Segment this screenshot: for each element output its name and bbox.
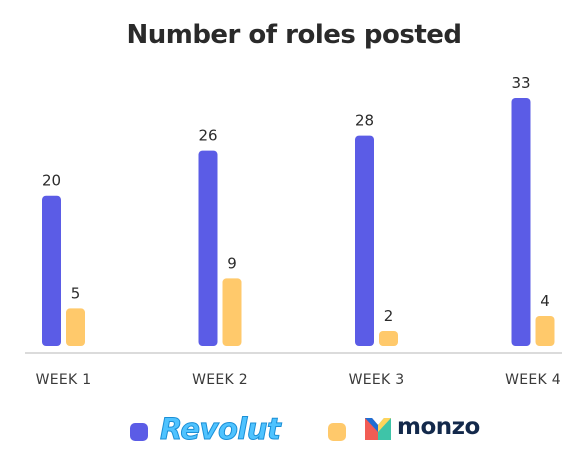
legend: Revolut monzo xyxy=(0,410,588,454)
data-label-monzo-4: 4 xyxy=(540,292,550,310)
data-label-monzo-2: 9 xyxy=(227,254,237,272)
bar-monzo-1 xyxy=(66,308,85,346)
bar-revolut-4 xyxy=(511,98,531,346)
data-label-monzo-3: 2 xyxy=(384,307,394,325)
bar-revolut-3 xyxy=(355,135,374,346)
x-tick-label-3: WEEK 3 xyxy=(349,372,405,388)
revolut-logo: Revolut xyxy=(159,412,281,447)
bar-monzo-4 xyxy=(535,315,555,346)
data-label-monzo-1: 5 xyxy=(71,284,81,302)
legend-swatch-monzo xyxy=(328,423,346,441)
data-label-revolut-1: 20 xyxy=(42,172,61,190)
x-tick-label-1: WEEK 1 xyxy=(36,372,92,388)
bar-revolut-1 xyxy=(42,195,61,346)
data-label-revolut-4: 33 xyxy=(511,74,530,92)
x-tick-label-2: WEEK 2 xyxy=(192,372,248,388)
chart-title: Number of roles posted xyxy=(126,20,462,50)
legend-swatch-revolut xyxy=(130,423,148,441)
data-label-revolut-2: 26 xyxy=(198,127,217,145)
bar-monzo-3 xyxy=(379,330,398,346)
monzo-logo: monzo xyxy=(397,414,480,440)
monzo-logo-icon xyxy=(365,418,391,440)
x-tick-label-4: WEEK 4 xyxy=(505,372,561,388)
data-label-revolut-3: 28 xyxy=(355,112,374,130)
bar-revolut-2 xyxy=(198,150,218,346)
bar-monzo-2 xyxy=(222,278,242,346)
